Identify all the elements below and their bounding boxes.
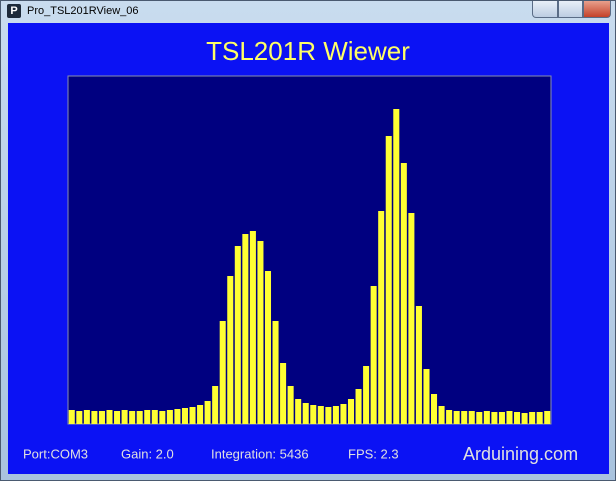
bar	[257, 241, 264, 424]
bar	[302, 403, 309, 424]
bar	[476, 412, 483, 424]
bar	[468, 411, 475, 424]
bar	[453, 411, 460, 424]
bar	[438, 406, 445, 424]
site-label: Arduining.com	[463, 444, 578, 464]
bar	[98, 411, 105, 424]
bar	[423, 369, 430, 424]
bar	[370, 286, 377, 424]
bar	[121, 410, 128, 424]
bar	[529, 412, 536, 424]
bar	[317, 406, 324, 424]
bar	[144, 410, 151, 424]
bar	[212, 386, 219, 424]
client-area: TSL201R Wiewer Port:COM3 Gain: 2.0 Integ…	[8, 23, 609, 474]
plot-area	[67, 75, 552, 425]
fps-label: FPS: 2.3	[348, 446, 399, 461]
bar	[159, 411, 166, 424]
bar	[295, 399, 302, 424]
bar	[91, 411, 98, 424]
bar	[189, 407, 196, 424]
bar	[197, 405, 204, 424]
bar	[181, 408, 188, 424]
bar	[129, 411, 136, 424]
bar	[242, 234, 249, 424]
bar	[280, 363, 287, 424]
bar	[498, 412, 505, 424]
bar	[106, 410, 113, 424]
bar	[355, 389, 362, 424]
bar	[332, 406, 339, 424]
bar	[249, 231, 256, 424]
close-button[interactable]	[583, 1, 611, 18]
bar	[506, 411, 513, 424]
bar	[514, 412, 521, 424]
bar	[227, 276, 234, 424]
bar	[264, 271, 272, 424]
bar	[83, 410, 90, 424]
maximize-button[interactable]	[558, 1, 583, 18]
bar	[483, 411, 490, 424]
bar	[234, 246, 241, 424]
minimize-button[interactable]	[532, 1, 558, 18]
bar	[114, 411, 121, 424]
bar	[325, 407, 332, 424]
bar	[385, 136, 392, 424]
bar	[76, 411, 83, 424]
bar	[521, 413, 528, 424]
bar	[136, 411, 143, 424]
bar	[378, 211, 385, 424]
port-label: Port:COM3	[23, 446, 88, 461]
bar	[536, 412, 543, 424]
integration-label: Integration: 5436	[211, 446, 309, 461]
bar	[68, 410, 75, 424]
bar	[400, 163, 407, 424]
bar	[219, 321, 226, 424]
chart-title: TSL201R Wiewer	[206, 36, 410, 66]
bar	[166, 410, 173, 424]
app-icon: P	[7, 4, 21, 18]
title-bar: P Pro_TSL201RView_06	[1, 1, 615, 23]
bar	[415, 306, 422, 424]
bar	[393, 109, 400, 424]
bar	[544, 411, 551, 424]
bar	[446, 410, 453, 424]
bar	[272, 321, 279, 424]
bar	[174, 409, 181, 424]
bar	[491, 412, 498, 424]
bar	[408, 213, 415, 424]
bar	[461, 411, 468, 424]
bar	[204, 401, 211, 424]
bar	[340, 404, 347, 424]
bar	[347, 399, 355, 424]
window-title: Pro_TSL201RView_06	[27, 5, 139, 17]
bar	[310, 405, 317, 424]
gain-label: Gain: 2.0	[121, 446, 174, 461]
bar	[363, 366, 370, 424]
bar	[431, 394, 438, 424]
bar	[151, 410, 158, 424]
bar	[287, 386, 294, 424]
